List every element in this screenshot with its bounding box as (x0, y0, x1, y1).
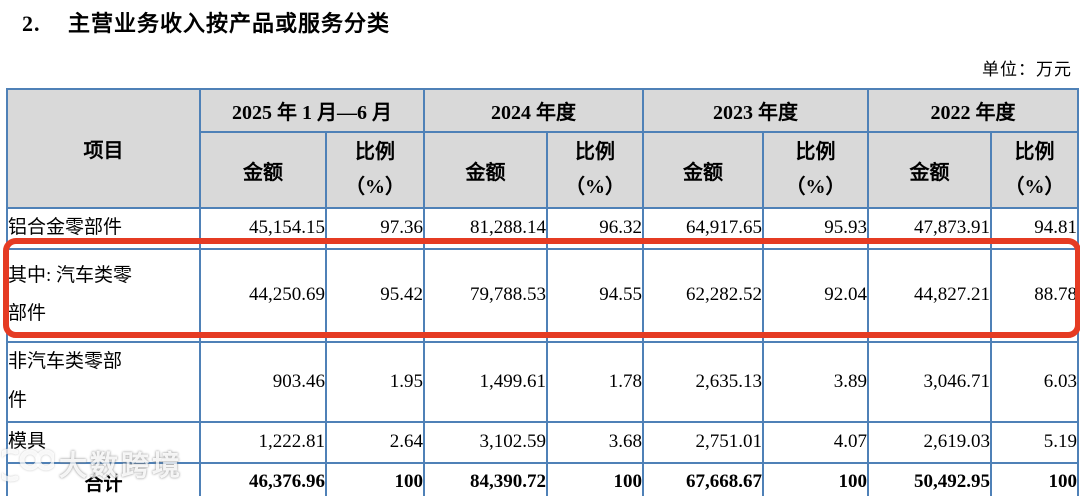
header-amount-2022: 金额 (867, 131, 992, 209)
header-amount-2023: 金额 (642, 131, 764, 209)
row-label: 非汽车类零部 件 (6, 340, 201, 423)
total-label: 合计 (6, 461, 201, 496)
section-number: 2. (22, 11, 41, 36)
cell-value: 6.03 (990, 340, 1079, 423)
cell-value: 44,827.21 (867, 247, 992, 343)
table-row-molds: 模具 1,222.81 2.64 3,102.59 3.68 2,751.01 … (6, 420, 1079, 464)
cell-value: 92.04 (762, 247, 869, 343)
header-period-2025: 2025 年 1 月—6 月 (199, 88, 425, 133)
cell-value: 79,788.53 (423, 247, 548, 343)
table-row-auto-parts: 其中: 汽车类零 部件 44,250.69 95.42 79,788.53 94… (6, 247, 1079, 343)
cell-value: 4.07 (762, 420, 869, 464)
cell-value: 62,282.52 (642, 247, 764, 343)
watermark: 大数跨境 (2, 444, 183, 484)
table-row-non-auto-parts: 非汽车类零部 件 903.46 1.95 1,499.61 1.78 2,635… (6, 340, 1079, 423)
cell-value: 1.78 (546, 340, 644, 423)
row-label: 其中: 汽车类零 部件 (6, 247, 201, 343)
cell-value: 3.68 (546, 420, 644, 464)
cell-value: 3,046.71 (867, 340, 992, 423)
cell-value: 1,222.81 (199, 420, 327, 464)
unit-label: 单位：万元 (982, 60, 1072, 79)
cell-value: 2,635.13 (642, 340, 764, 423)
cell-value: 1,499.61 (423, 340, 548, 423)
header-period-2022: 2022 年度 (867, 88, 1079, 133)
cell-value: 64,917.65 (642, 207, 764, 250)
cell-value: 100 (762, 461, 869, 496)
cell-value: 3.89 (762, 340, 869, 423)
cell-value: 2.64 (325, 420, 425, 464)
cell-value: 3,102.59 (423, 420, 548, 464)
cell-value: 47,873.91 (867, 207, 992, 250)
cell-value: 81,288.14 (423, 207, 548, 250)
header-ratio-2024: 比例 （%） (546, 131, 644, 209)
cell-value: 2,619.03 (867, 420, 992, 464)
cell-value: 84,390.72 (423, 461, 548, 496)
cell-value: 95.93 (762, 207, 869, 250)
cell-value: 2,751.01 (642, 420, 764, 464)
table-header-measures: 金额 比例 （%） 金额 比例 （%） 金额 比例 （%） 金额 比例 （%） (7, 131, 1079, 209)
cell-value: 50,492.95 (867, 461, 992, 496)
glasses-logo-icon (2, 448, 54, 482)
cell-value: 100 (546, 461, 644, 496)
cell-value: 100 (990, 461, 1079, 496)
cell-value: 45,154.15 (199, 207, 327, 250)
section-title-text: 主营业务收入按产品或服务分类 (68, 11, 391, 36)
header-period-2023: 2023 年度 (642, 88, 869, 133)
header-ratio-2023: 比例 （%） (762, 131, 869, 209)
header-ratio-2022: 比例 （%） (990, 131, 1079, 209)
cell-value: 95.42 (325, 247, 425, 343)
header-ratio-2025: 比例 （%） (325, 131, 425, 209)
cell-value: 94.55 (546, 247, 644, 343)
table-row-total: 合计 46,376.96 100 84,390.72 100 67,668.67… (6, 461, 1079, 496)
watermark-text: 大数跨境 (59, 450, 184, 481)
cell-value: 5.19 (990, 420, 1079, 464)
cell-value: 67,668.67 (642, 461, 764, 496)
header-amount-2025: 金额 (199, 131, 327, 209)
cell-value: 97.36 (325, 207, 425, 250)
section-title: 2. 主营业务收入按产品或服务分类 (22, 6, 390, 38)
cell-value: 1.95 (325, 340, 425, 423)
cell-value: 46,376.96 (199, 461, 327, 496)
table-header-periods: 项目 2025 年 1 月—6 月 2024 年度 2023 年度 2022 年… (6, 88, 1079, 209)
header-item: 项目 (6, 88, 201, 209)
row-label: 铝合金零部件 (6, 207, 201, 250)
header-period-2024: 2024 年度 (423, 88, 644, 133)
cell-value: 100 (325, 461, 425, 496)
cell-value: 903.46 (199, 340, 327, 423)
cell-value: 44,250.69 (199, 247, 327, 343)
cell-value: 96.32 (546, 207, 644, 250)
cell-value: 88.78 (990, 247, 1079, 343)
cell-value: 94.81 (990, 207, 1079, 250)
header-amount-2024: 金额 (423, 131, 548, 209)
revenue-table: 项目 2025 年 1 月—6 月 2024 年度 2023 年度 2022 年… (6, 88, 1079, 496)
table-row-aluminum: 铝合金零部件 45,154.15 97.36 81,288.14 96.32 6… (6, 207, 1079, 250)
